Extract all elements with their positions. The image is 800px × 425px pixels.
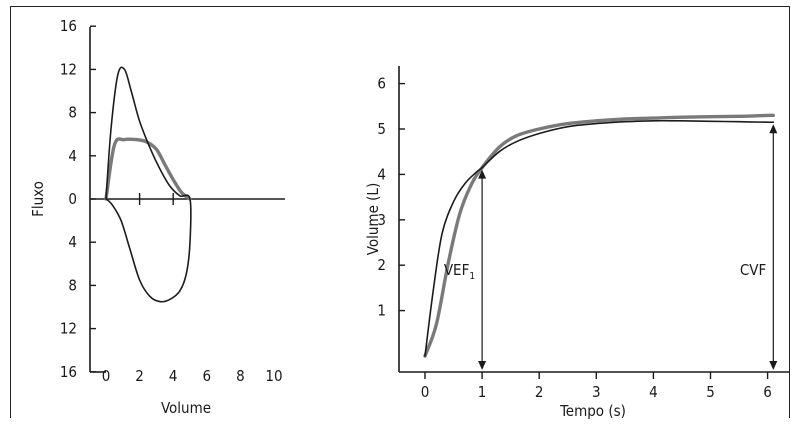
right-xtick-label: 2 xyxy=(535,383,544,401)
right-ytick-label: 1 xyxy=(377,302,386,320)
cvf-label-main: CVF xyxy=(740,261,766,279)
vef-label: VEF1 xyxy=(444,261,475,282)
vef-arrow-head-top xyxy=(478,169,487,179)
left-ytick-label: 16 xyxy=(60,363,77,381)
volume-time-curve-thin-dark xyxy=(424,119,775,357)
left-ytick-label: 12 xyxy=(60,320,77,338)
left-ylabel: Fluxo xyxy=(29,181,47,217)
left-xtick-label: 6 xyxy=(203,367,212,385)
left-xtick-label: 8 xyxy=(236,367,245,385)
right-xtick-label: 5 xyxy=(706,383,715,401)
right-xtick-label: 6 xyxy=(763,383,772,401)
left-ytick-label: 4 xyxy=(68,147,77,165)
left-xlabel: Volume xyxy=(161,399,211,417)
right-ytick-label: 4 xyxy=(377,165,386,183)
right-ylabel: Volume (L) xyxy=(364,183,382,255)
left-ytick-label: 12 xyxy=(60,60,77,78)
right-xlabel: Tempo (s) xyxy=(559,402,626,420)
vef-label-main: VEF xyxy=(444,261,470,279)
cvf-label: CVF xyxy=(740,261,766,279)
right-ytick-label: 2 xyxy=(377,256,386,274)
vef-label-subscript: 1 xyxy=(469,271,475,282)
left-xtick-label: 2 xyxy=(135,367,144,385)
left-ytick-label: 4 xyxy=(68,233,77,251)
right-ytick-label: 3 xyxy=(377,211,386,229)
right-ytick-label: 5 xyxy=(377,120,386,138)
left-xtick-label: 4 xyxy=(169,367,178,385)
cvf-arrow-head-bottom xyxy=(769,361,778,370)
right-ytick-label: 6 xyxy=(377,75,386,93)
right-xtick-label: 3 xyxy=(592,383,601,401)
left-ytick-label: 0 xyxy=(68,190,77,208)
flow-volume-curve-thin-dark xyxy=(105,66,192,303)
left-ytick-label: 16 xyxy=(60,17,77,35)
flow-volume-curve-thick-gray xyxy=(104,137,192,201)
left-ytick-label: 8 xyxy=(68,276,77,294)
vef-arrow-head-bottom xyxy=(478,361,487,370)
cvf-arrow-head-top xyxy=(769,124,778,134)
right-xtick-label: 1 xyxy=(478,383,487,401)
left-xtick-label: 10 xyxy=(265,367,282,385)
right-xtick-label: 4 xyxy=(649,383,658,401)
left-xtick-label: 0 xyxy=(102,367,111,385)
figure-frame xyxy=(10,6,790,418)
volume-time-curve-thick-gray xyxy=(423,113,775,358)
flow-volume-chart: 16 12 8 4 0 4 8 12 16 0 2 4 6 8 10 Fluxo Volume xyxy=(29,17,285,417)
left-ytick-label: 8 xyxy=(68,104,77,122)
right-xtick-label: 0 xyxy=(421,383,430,401)
